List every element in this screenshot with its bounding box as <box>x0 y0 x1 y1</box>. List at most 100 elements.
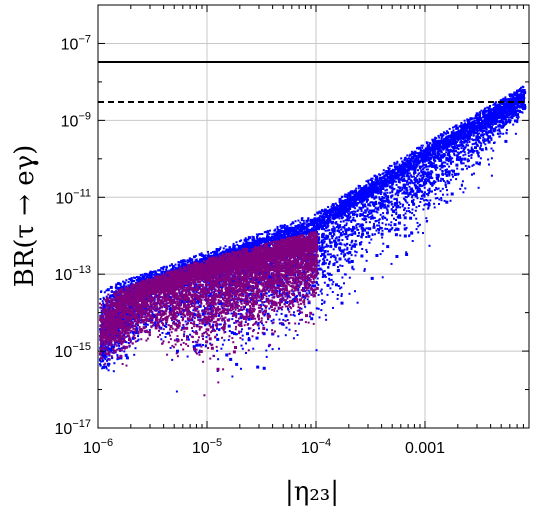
data-point <box>466 118 469 121</box>
data-point <box>273 232 277 236</box>
data-point <box>363 217 366 220</box>
data-point <box>457 148 460 150</box>
data-point <box>305 292 308 295</box>
data-point <box>254 279 256 281</box>
data-point <box>307 217 310 220</box>
data-point <box>482 139 484 142</box>
data-point <box>379 204 383 208</box>
data-point <box>418 179 422 183</box>
data-point <box>336 297 339 300</box>
data-point <box>284 334 287 337</box>
data-point <box>337 266 339 269</box>
data-point <box>180 300 183 304</box>
data-point <box>270 235 273 238</box>
data-point <box>210 292 213 295</box>
data-point <box>433 206 436 209</box>
data-point <box>238 240 241 243</box>
data-point <box>99 306 102 309</box>
data-point <box>286 225 289 228</box>
data-point <box>241 328 243 331</box>
data-point <box>282 323 285 326</box>
data-point <box>340 208 344 212</box>
data-point <box>459 187 462 190</box>
data-point <box>495 126 498 129</box>
data-point <box>152 314 155 318</box>
data-point <box>283 230 286 233</box>
data-point <box>428 153 432 157</box>
data-point <box>417 225 420 228</box>
data-point <box>148 329 151 332</box>
data-point <box>376 224 379 227</box>
data-point <box>388 167 391 170</box>
data-point <box>411 201 414 204</box>
data-point <box>517 116 520 119</box>
data-point <box>209 342 212 345</box>
data-point <box>130 282 133 285</box>
data-point <box>385 200 388 203</box>
data-point <box>122 284 125 287</box>
data-point <box>367 216 370 219</box>
data-point <box>476 143 479 146</box>
data-point <box>330 221 333 224</box>
data-point <box>321 240 324 243</box>
data-point <box>354 231 357 234</box>
data-point <box>353 227 356 230</box>
data-point <box>277 275 280 277</box>
data-point <box>364 215 367 218</box>
data-point <box>466 160 469 163</box>
data-point <box>212 323 215 326</box>
data-point <box>465 140 468 143</box>
data-point <box>462 191 465 194</box>
data-point <box>368 227 372 231</box>
data-point <box>463 151 466 154</box>
data-point <box>265 272 268 275</box>
data-point <box>246 332 249 336</box>
data-point <box>103 355 106 358</box>
data-point <box>498 121 501 124</box>
data-point <box>370 209 373 212</box>
data-point <box>449 140 452 143</box>
data-point <box>280 312 283 315</box>
data-point <box>329 214 332 217</box>
data-point <box>207 253 210 256</box>
data-point <box>304 290 307 293</box>
data-point <box>343 248 346 251</box>
data-point <box>405 251 408 254</box>
data-point <box>405 181 408 183</box>
data-point <box>473 125 476 128</box>
data-point <box>481 121 484 123</box>
data-point <box>107 358 110 361</box>
data-point <box>370 211 373 214</box>
data-point <box>393 161 396 164</box>
data-point <box>217 302 220 305</box>
data-point <box>343 253 347 257</box>
data-point <box>423 155 426 158</box>
data-point <box>205 336 208 339</box>
data-point <box>422 184 425 187</box>
data-point <box>366 227 369 230</box>
data-point <box>436 188 439 191</box>
data-point <box>483 129 486 132</box>
data-point <box>151 312 154 315</box>
data-point <box>358 225 361 228</box>
data-point <box>343 195 346 198</box>
data-point <box>393 203 397 207</box>
data-point <box>269 229 271 232</box>
data-point <box>370 217 373 220</box>
data-point <box>354 219 357 222</box>
data-point <box>373 209 375 212</box>
data-point <box>482 129 485 132</box>
data-point <box>209 308 212 311</box>
data-point <box>413 214 416 217</box>
data-point <box>305 219 309 223</box>
data-point <box>443 155 445 158</box>
data-point <box>323 249 327 253</box>
data-point <box>465 128 468 131</box>
data-point <box>341 276 344 279</box>
data-point <box>323 252 326 255</box>
data-point <box>424 191 426 194</box>
data-point <box>215 248 219 251</box>
data-point <box>298 313 300 316</box>
data-point <box>428 159 431 162</box>
